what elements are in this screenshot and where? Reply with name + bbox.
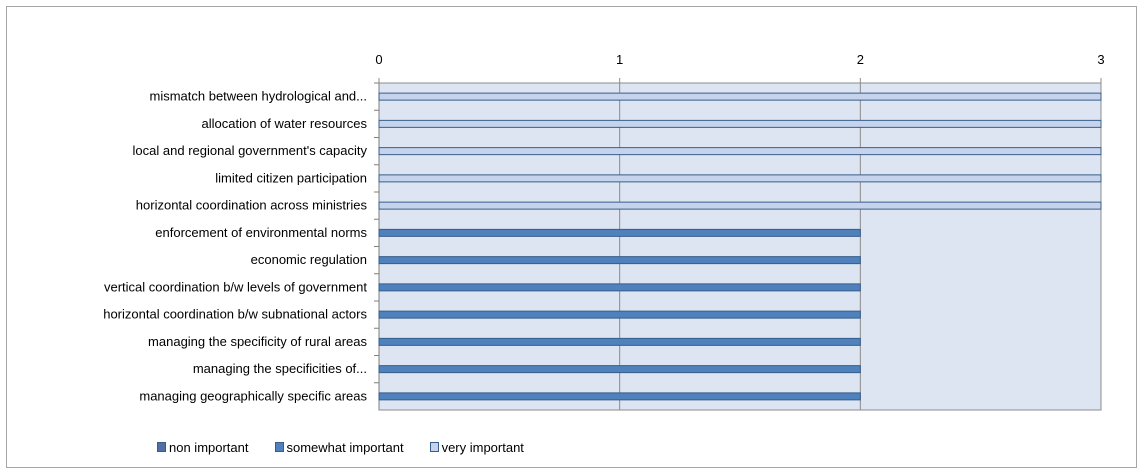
bar (378, 392, 861, 401)
chart-frame: 0 1 2 3 mismatch between hydrological and...… (6, 6, 1137, 468)
x-tick-label: 2 (857, 52, 864, 67)
legend-swatch (429, 442, 439, 452)
legend: non important somewhat important very im… (157, 438, 524, 456)
bar (378, 256, 861, 265)
category-label: limited citizen participation (215, 170, 367, 185)
x-tick-label: 0 (375, 52, 382, 67)
category-label: mismatch between hydrological and... (149, 89, 367, 104)
category-label: allocation of water resources (202, 116, 368, 131)
category-label: managing geographically specific areas (139, 388, 367, 403)
category-label: horizontal coordination across ministrie… (136, 198, 368, 213)
legend-label: very important (441, 439, 524, 455)
legend-label: somewhat important (286, 439, 404, 455)
legend-label: non important (169, 439, 249, 455)
bar (378, 201, 1102, 210)
bar (378, 92, 1102, 101)
bar (378, 310, 861, 319)
legend-item-non-important: non important (157, 440, 249, 455)
bar-chart: 0 1 2 3 mismatch between hydrological and...… (103, 52, 1105, 411)
category-label: managing the specificity of rural areas (148, 334, 367, 349)
category-label: local and regional government's capacity (133, 143, 368, 158)
legend-swatch (274, 442, 284, 452)
x-tick-label: 1 (616, 52, 623, 67)
bar (378, 147, 1102, 156)
bar (378, 228, 861, 237)
bar (378, 174, 1102, 183)
bar (378, 337, 861, 346)
x-tick-label: 3 (1097, 52, 1104, 67)
legend-item-somewhat-important: somewhat important (274, 439, 404, 455)
category-label: enforcement of environmental norms (155, 225, 367, 240)
legend-swatch (157, 442, 166, 452)
bar (378, 365, 861, 374)
legend-item-very-important: very important (429, 439, 524, 455)
bar (378, 119, 1102, 128)
category-label: horizontal coordination b/w subnational … (103, 307, 367, 322)
category-label: managing the specificities of... (193, 361, 367, 376)
category-label: vertical coordination b/w levels of gove… (104, 279, 367, 294)
category-label: economic regulation (251, 252, 367, 267)
bar (378, 283, 861, 292)
plot-area (378, 82, 1102, 411)
